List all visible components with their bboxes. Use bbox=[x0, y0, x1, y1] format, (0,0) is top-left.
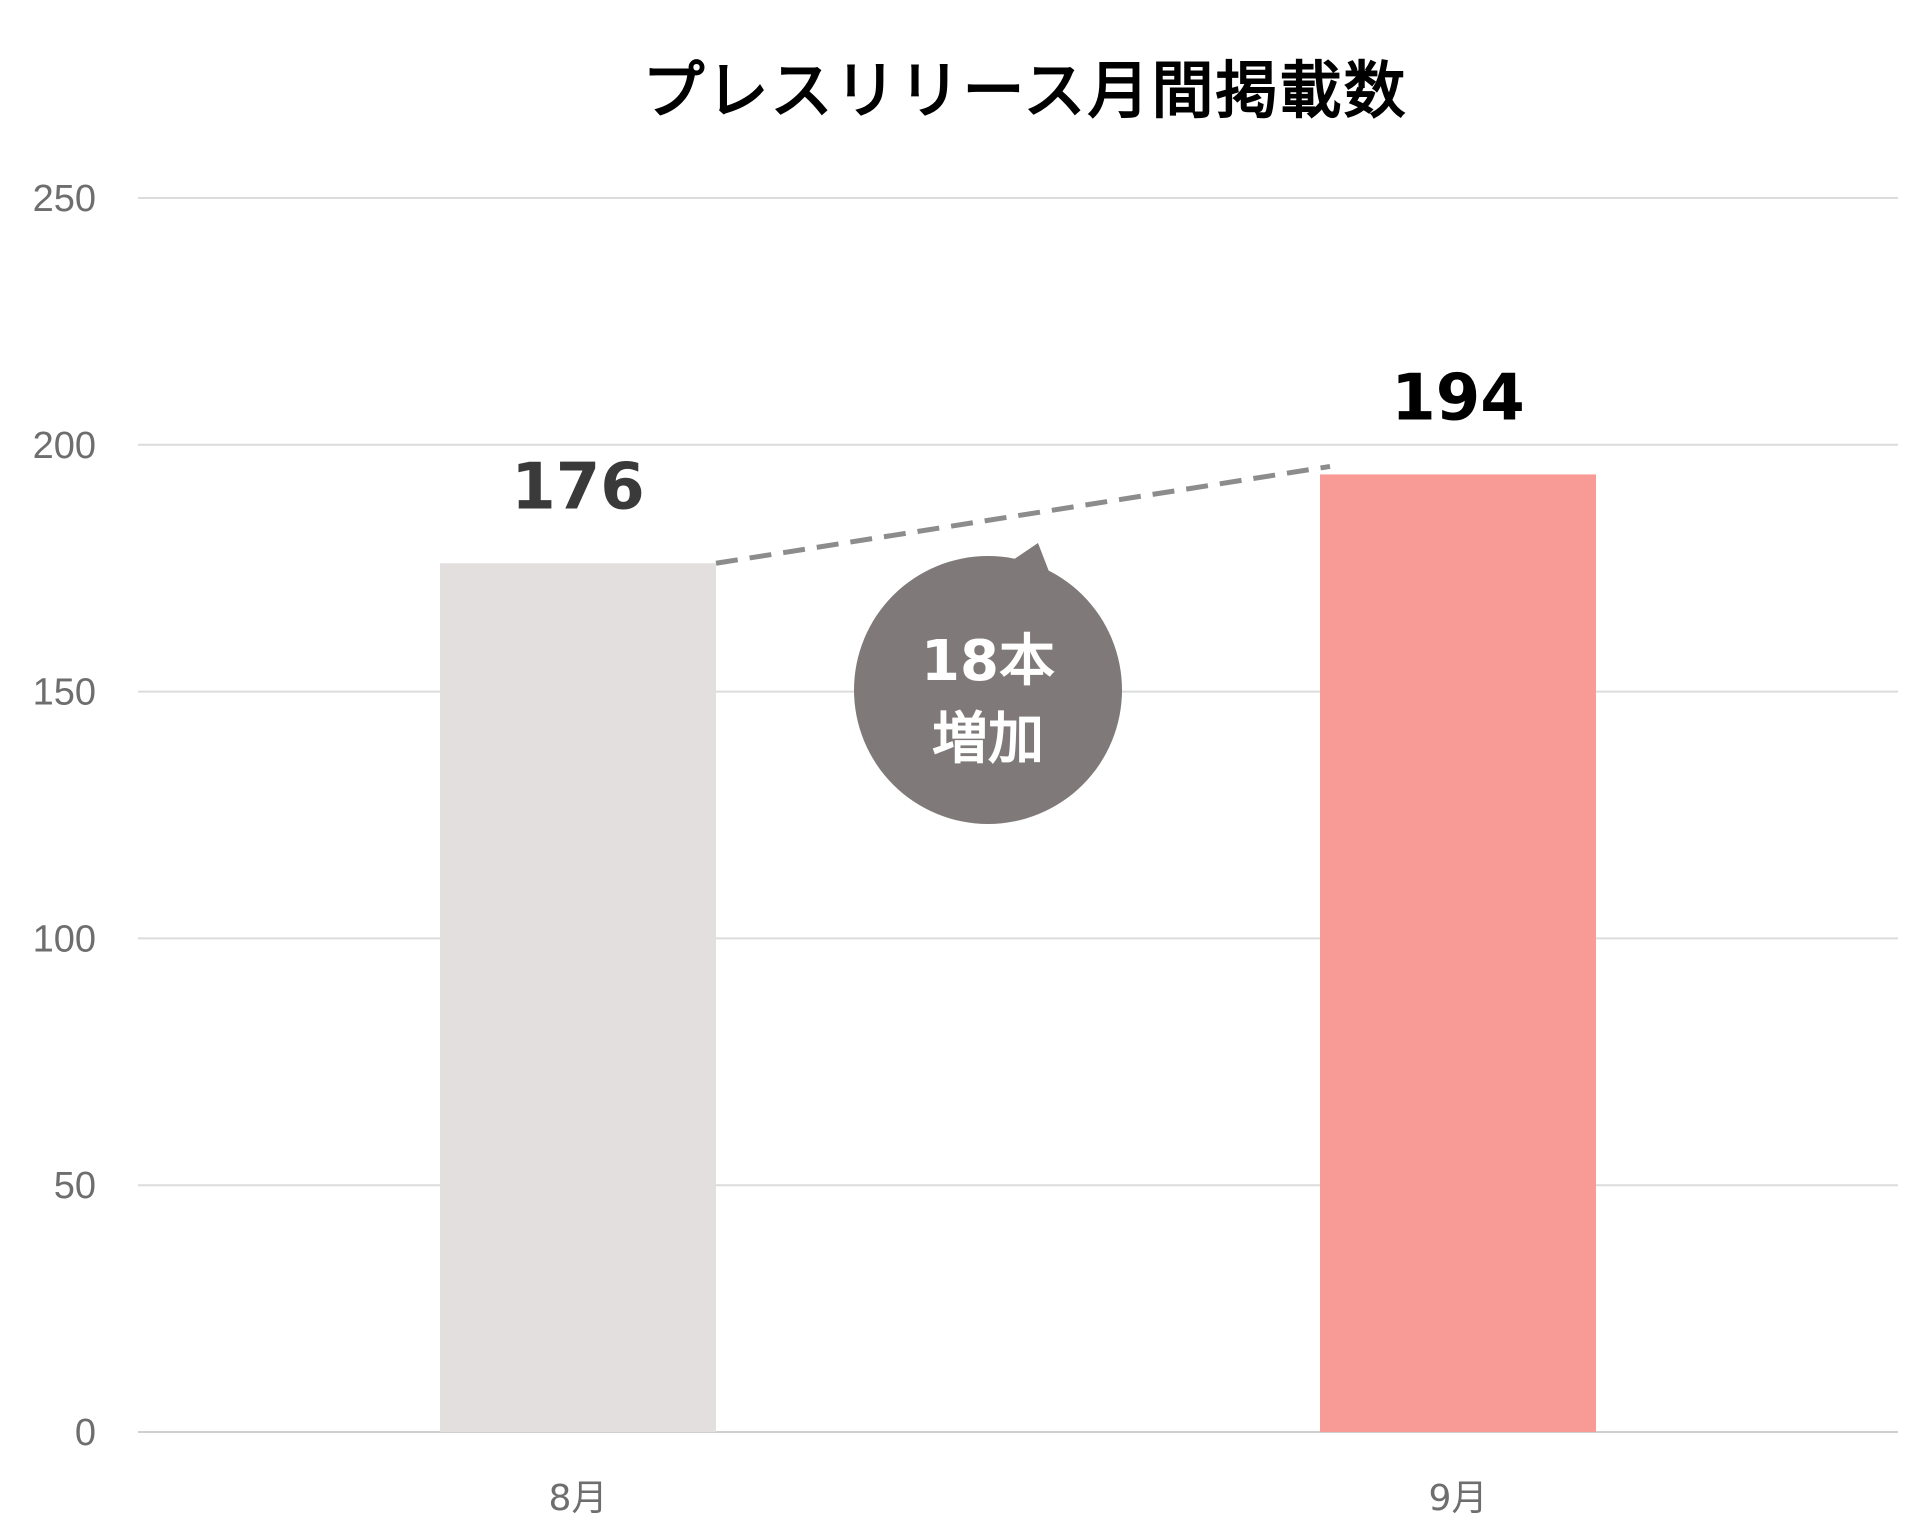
bars bbox=[440, 474, 1596, 1432]
y-tick-label: 250 bbox=[33, 178, 96, 220]
bar-value-label: 194 bbox=[1391, 361, 1525, 435]
increase-bubble-tail bbox=[1010, 543, 1060, 600]
increase-bubble-circle bbox=[854, 556, 1122, 824]
x-axis-category-labels: 8月 9月 bbox=[549, 1478, 1488, 1519]
y-tick-label: 150 bbox=[33, 672, 96, 714]
bar-value-label: 176 bbox=[511, 450, 645, 524]
y-tick-label: 200 bbox=[33, 425, 96, 467]
increase-bubble: 18本 増加 bbox=[854, 543, 1122, 824]
x-category-label: 9月 bbox=[1429, 1478, 1488, 1519]
increase-connector-line bbox=[715, 463, 1331, 566]
y-tick-label: 100 bbox=[33, 918, 96, 960]
y-axis-tick-labels: 0 50 100 150 200 250 bbox=[33, 178, 96, 1454]
increase-amount-label: 18本 bbox=[921, 629, 1055, 694]
bar bbox=[1320, 474, 1596, 1432]
y-tick-label: 50 bbox=[54, 1165, 96, 1207]
increase-annotation: 18本 増加 bbox=[715, 463, 1331, 824]
x-category-label: 8月 bbox=[549, 1478, 608, 1519]
y-tick-label: 0 bbox=[75, 1412, 96, 1454]
chart-title: プレスリリース月間掲載数 bbox=[642, 54, 1408, 127]
bar bbox=[440, 563, 716, 1432]
value-labels: 176 194 bbox=[511, 361, 1525, 524]
increase-word-label: 増加 bbox=[932, 707, 1044, 772]
